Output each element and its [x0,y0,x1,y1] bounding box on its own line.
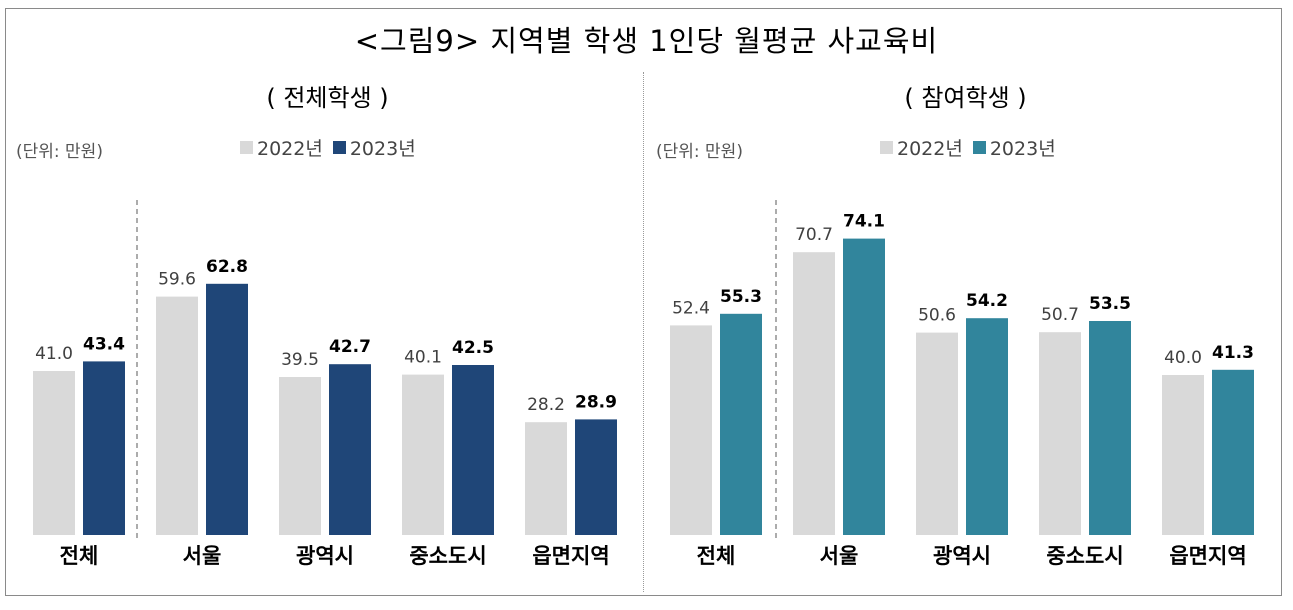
left-category-label-3: 중소도시 [409,544,486,568]
left-legend-swatch-2022 [240,141,253,154]
left-legend: 2022년 2023년 [240,134,426,161]
right-category-label-1: 서울 [820,544,859,568]
right-bar-2023-2 [966,318,1008,535]
left-unit-label: (단위: 만원) [16,142,103,162]
left-chart-marks: 41.0 43.4 전체 59.6 62.8 서울 39.5 42.7 광역시 40.1 42.5 중… [33,257,617,568]
left-legend-label-2022: 2022년 [257,138,323,160]
left-value-label-2022-2: 39.5 [281,350,319,370]
right-value-label-2022-1: 70.7 [795,225,833,245]
right-value-label-2023-0: 55.3 [720,287,762,307]
right-bar-2022-4 [1162,375,1204,535]
right-legend-label-2022: 2022년 [897,138,963,160]
right-legend-swatch-2022 [880,141,893,154]
right-category-label-4: 읍면지역 [1169,544,1246,568]
left-value-label-2022-3: 40.1 [404,348,442,368]
left-bar-2023-3 [452,365,494,535]
left-category-label-1: 서울 [183,544,222,568]
right-bar-2023-0 [720,313,762,535]
left-bar-2022-2 [279,377,321,535]
left-value-label-2023-4: 28.9 [575,392,617,412]
panel-divider [643,72,644,592]
right-bar-2022-0 [670,325,712,535]
left-bar-2023-1 [206,283,248,535]
right-value-label-2022-4: 40.0 [1164,348,1202,368]
right-category-label-3: 중소도시 [1046,544,1123,568]
left-bar-2023-2 [329,364,371,535]
left-bar-2022-3 [402,374,444,535]
left-bar-2023-0 [83,361,125,535]
right-bar-2022-3 [1039,332,1081,535]
right-bar-2023-4 [1212,369,1254,535]
right-legend-label-2023: 2023년 [989,138,1056,160]
left-bar-2022-4 [525,422,567,535]
right-category-label-2: 광역시 [933,544,991,568]
right-value-label-2023-4: 41.3 [1212,343,1254,363]
right-legend-swatch-2023 [972,141,986,154]
left-legend-swatch-2023 [332,141,346,154]
left-category-label-2: 광역시 [296,544,354,568]
right-bar-2023-3 [1089,321,1131,535]
left-panel-title: ( 전체학생 ) [266,84,389,112]
right-panel-title: ( 참여학생 ) [904,84,1027,112]
left-legend-label-2023: 2023년 [349,138,416,160]
left-bar-2022-0 [33,371,75,535]
right-bar-2022-1 [793,252,835,535]
left-bar-2022-1 [156,296,198,535]
left-value-label-2023-3: 42.5 [452,338,494,358]
right-value-label-2022-3: 50.7 [1041,305,1079,325]
left-category-label-0: 전체 [60,544,99,568]
right-legend: 2022년 2023년 [880,134,1066,161]
left-value-label-2023-0: 43.4 [83,334,125,354]
left-value-label-2022-0: 41.0 [35,344,73,364]
figure-title: <그림9> 지역별 학생 1인당 월평균 사교육비 [354,24,939,58]
left-value-label-2023-2: 42.7 [329,337,371,357]
right-value-label-2022-2: 50.6 [918,306,956,326]
right-category-label-0: 전체 [697,544,736,568]
left-value-label-2022-4: 28.2 [527,395,565,415]
right-chart-marks: 52.4 55.3 전체 70.7 74.1 서울 50.6 54.2 광역시 50.7 53.5 중… [670,212,1254,568]
left-value-label-2023-1: 62.8 [206,257,248,277]
left-bar-2023-4 [575,419,617,535]
right-value-label-2023-3: 53.5 [1089,294,1131,314]
right-unit-label: (단위: 만원) [656,142,743,162]
right-value-label-2023-2: 54.2 [966,291,1008,311]
left-category-label-4: 읍면지역 [532,544,609,568]
right-bar-2022-2 [916,332,958,535]
right-bar-2023-1 [843,238,885,535]
right-value-label-2023-1: 74.1 [843,212,885,232]
left-value-label-2022-1: 59.6 [158,270,196,290]
right-value-label-2022-0: 52.4 [672,298,710,318]
